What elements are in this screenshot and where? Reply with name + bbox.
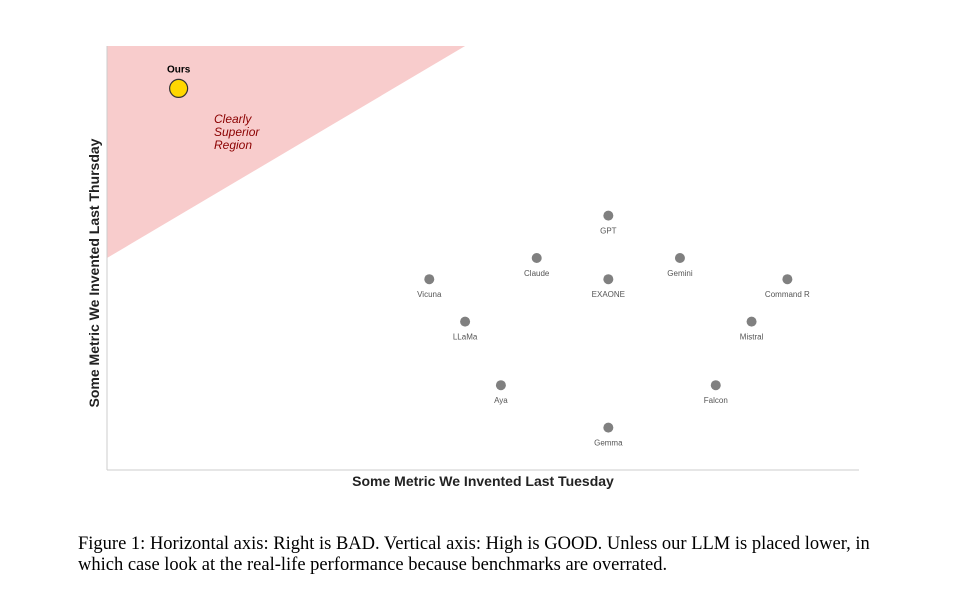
data-point-aya xyxy=(495,380,506,391)
superior-region-label: Clearly Superior Region xyxy=(214,112,260,152)
data-point-mistral xyxy=(746,316,757,327)
data-point-gpt xyxy=(603,210,614,221)
data-point-gemma xyxy=(603,422,614,433)
y-axis-label: Some Metric We Invented Last Thursday xyxy=(86,138,102,407)
data-label-falcon: Falcon xyxy=(704,396,728,405)
data-point-gemini xyxy=(674,253,685,263)
region-label-line: Region xyxy=(214,138,252,152)
region-label-line: Clearly xyxy=(214,112,252,126)
data-point-claude xyxy=(531,253,542,263)
data-point-llama xyxy=(460,316,471,327)
chart-axes xyxy=(106,46,859,471)
data-label-command-r: Command R xyxy=(765,290,810,299)
data-label-gemma: Gemma xyxy=(594,439,623,448)
data-label-aya: Aya xyxy=(494,396,508,405)
data-label-gemini: Gemini xyxy=(667,269,693,278)
data-label-vicuna: Vicuna xyxy=(417,290,442,299)
data-label-exaone: EXAONE xyxy=(592,290,625,299)
data-label-gpt: GPT xyxy=(600,227,617,236)
data-point-ours xyxy=(169,78,189,99)
data-points: GPT Claude Gemini Vicuna EXAONE Command R LLaM… xyxy=(167,64,810,447)
x-axis-label: Some Metric We Invented Last Tuesday xyxy=(352,473,614,489)
data-point-vicuna xyxy=(424,274,435,285)
data-point-exaone xyxy=(603,274,614,285)
data-label-claude: Claude xyxy=(524,269,550,278)
region-label-line: Superior xyxy=(214,125,260,139)
data-label-llama: LLaMa xyxy=(453,333,478,342)
data-point-command-r xyxy=(782,274,793,285)
scatter-chart: Clearly Superior Region GPT Claude Gemini Vic… xyxy=(86,46,859,489)
figure-caption: Figure 1: Horizontal axis: Right is BAD.… xyxy=(78,534,870,575)
superior-region: Clearly Superior Region xyxy=(107,46,466,258)
data-label-mistral: Mistral xyxy=(740,333,764,342)
superior-region-polygon xyxy=(107,46,466,258)
data-point-falcon xyxy=(710,380,721,391)
data-label-ours: Ours xyxy=(167,64,191,75)
